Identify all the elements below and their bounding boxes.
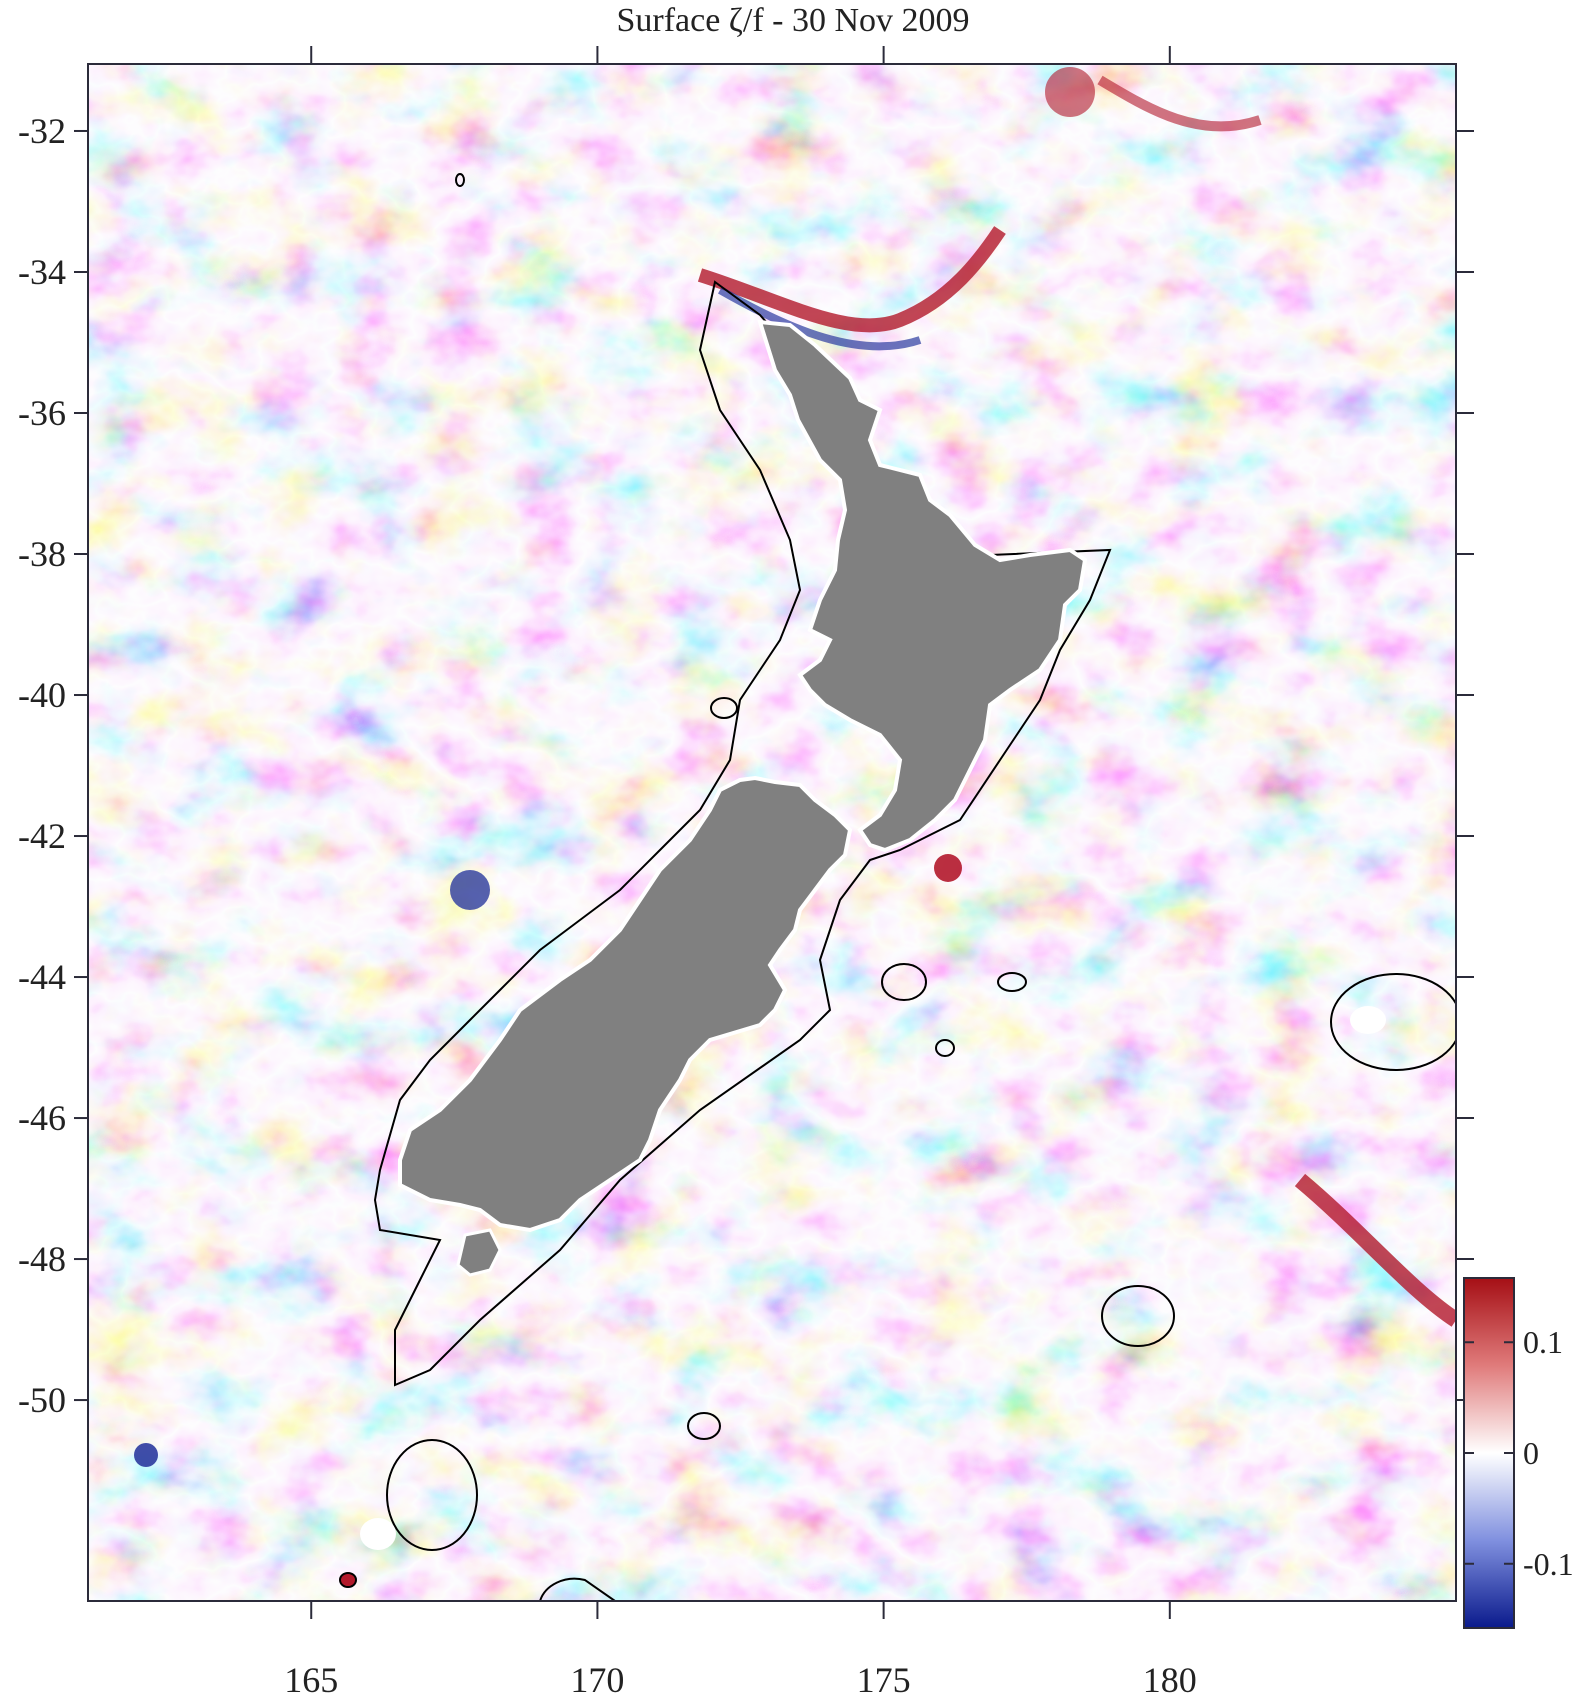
colorbar-tick-label: 0.1 bbox=[1523, 1324, 1563, 1360]
coastline-contour bbox=[373, 280, 1112, 1387]
vorticity-field bbox=[88, 64, 1456, 1601]
eddy-filament bbox=[1097, 75, 1262, 132]
island-contour bbox=[997, 972, 1027, 992]
y-tick-labels: -32 -34 -36 -38 -40 -42 -44 -46 -48 -50 bbox=[18, 111, 66, 1420]
stewart-island-land bbox=[456, 1228, 502, 1277]
y-tick-label: -42 bbox=[18, 816, 66, 856]
island-contour bbox=[1330, 973, 1456, 1071]
y-tick-label: -44 bbox=[18, 957, 66, 997]
island-contour bbox=[881, 963, 927, 1001]
south-island-land bbox=[398, 775, 853, 1233]
cyclonic-eddy bbox=[134, 1443, 158, 1467]
colorbar-tick-label: 0 bbox=[1523, 1435, 1539, 1471]
y-tick-label: -36 bbox=[18, 393, 66, 433]
colorbar-tick-labels: 0.1 0 -0.1 bbox=[1523, 1324, 1574, 1582]
y-tick-label: -40 bbox=[18, 675, 66, 715]
y-tick-label: -32 bbox=[18, 111, 66, 151]
island-contour bbox=[386, 1439, 478, 1551]
eddy-filament bbox=[1294, 1173, 1456, 1327]
x-tick-labels: 165 170 175 180 bbox=[284, 1660, 1197, 1700]
colorbar-tick-label: -0.1 bbox=[1523, 1546, 1574, 1582]
y-tick-label: -48 bbox=[18, 1239, 66, 1279]
colorbar-ticks bbox=[1464, 1341, 1514, 1565]
figure-title: Surface ζ/f - 30 Nov 2009 bbox=[616, 2, 970, 39]
eddy-filament bbox=[697, 226, 1006, 333]
north-island-land bbox=[757, 319, 1088, 853]
x-tick-label: 165 bbox=[284, 1660, 338, 1700]
cyclonic-eddy bbox=[450, 870, 490, 910]
x-tick-label: 175 bbox=[857, 1660, 911, 1700]
y-tick-label: -50 bbox=[18, 1380, 66, 1420]
island-contour bbox=[687, 1412, 721, 1440]
y-tick-label: -34 bbox=[18, 252, 66, 292]
y-tick-label: -46 bbox=[18, 1098, 66, 1138]
island-contour bbox=[539, 1577, 616, 1601]
island-patch bbox=[1350, 1006, 1386, 1034]
island-contour bbox=[1101, 1285, 1175, 1347]
anticyclonic-eddy bbox=[1045, 67, 1095, 117]
x-tick-label: 170 bbox=[570, 1660, 624, 1700]
island-contour bbox=[455, 173, 465, 187]
x-axis bbox=[310, 46, 1171, 1619]
island-patch bbox=[360, 1518, 396, 1550]
y-axis bbox=[74, 129, 1474, 1402]
x-tick-label: 180 bbox=[1143, 1660, 1197, 1700]
island-contour bbox=[710, 697, 738, 719]
island-contour bbox=[935, 1039, 955, 1057]
anticyclonic-eddy bbox=[934, 854, 962, 882]
island-contour bbox=[339, 1572, 357, 1588]
map-frame bbox=[87, 63, 1457, 1602]
y-tick-label: -38 bbox=[18, 534, 66, 574]
